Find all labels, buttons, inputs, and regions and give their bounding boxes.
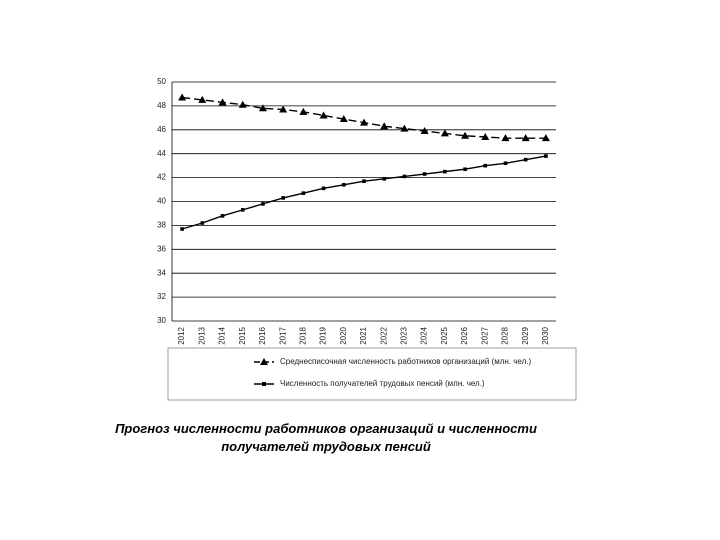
marker — [544, 154, 548, 158]
legend-marker — [262, 382, 266, 386]
x-tick-label: 2019 — [319, 326, 328, 344]
x-tick-label: 2023 — [400, 326, 409, 344]
x-tick-label: 2030 — [541, 326, 550, 344]
series-line — [181, 155, 547, 230]
marker — [483, 163, 488, 168]
x-tick-label: 2024 — [420, 326, 429, 344]
x-tick-label: 2012 — [177, 326, 186, 344]
marker — [220, 214, 225, 218]
marker — [461, 131, 470, 139]
marker — [200, 221, 205, 225]
legend-label: Численность получателей трудовых пенсий … — [280, 379, 485, 388]
x-tick-label: 2026 — [460, 326, 469, 344]
marker — [541, 134, 550, 142]
x-tick-label: 2020 — [339, 326, 348, 344]
y-tick-label: 38 — [157, 221, 166, 230]
marker — [180, 227, 184, 231]
marker — [360, 118, 368, 126]
marker — [261, 202, 265, 206]
x-tick-label: 2018 — [298, 326, 307, 344]
x-tick-label: 2016 — [258, 326, 267, 344]
marker — [503, 161, 508, 166]
marker — [240, 208, 245, 212]
legend-box — [167, 347, 577, 401]
caption: Прогноз численности работников организац… — [115, 421, 537, 454]
series-line — [182, 96, 546, 139]
marker — [238, 100, 247, 108]
legend-label: Среднесписочная численность работников о… — [280, 357, 531, 366]
marker — [258, 104, 267, 112]
marker — [523, 157, 528, 162]
x-tick-label: 2015 — [238, 326, 247, 344]
marker — [321, 186, 326, 191]
y-tick-label: 50 — [157, 77, 166, 86]
x-tick-label: 2022 — [379, 326, 388, 344]
marker — [422, 172, 427, 176]
marker — [443, 169, 447, 174]
x-tick-label: 2021 — [359, 326, 368, 344]
y-tick-label: 36 — [157, 244, 166, 253]
marker — [481, 132, 490, 140]
marker — [362, 179, 366, 183]
x-tick-label: 2013 — [197, 326, 206, 344]
marker — [299, 107, 308, 115]
marker — [279, 105, 288, 113]
y-tick-label: 30 — [157, 316, 166, 325]
marker — [501, 134, 510, 142]
y-tick-label: 34 — [157, 268, 166, 277]
x-tick-label: 2027 — [480, 326, 489, 344]
marker — [400, 124, 409, 132]
x-tick-label: 2029 — [521, 326, 530, 344]
marker — [339, 115, 348, 123]
x-tick-label: 2017 — [278, 326, 287, 344]
marker — [463, 167, 467, 172]
x-tick-label: 2025 — [440, 326, 449, 344]
marker — [341, 182, 346, 187]
y-tick-label: 42 — [157, 173, 166, 182]
marker — [521, 134, 530, 142]
y-tick-label: 48 — [157, 101, 166, 110]
marker — [382, 176, 387, 181]
y-tick-label: 40 — [157, 197, 166, 206]
marker — [440, 129, 449, 137]
marker — [319, 111, 328, 119]
marker — [218, 98, 227, 106]
marker — [420, 126, 429, 134]
x-tick-label: 2014 — [218, 326, 227, 344]
y-tick-label: 44 — [157, 149, 166, 158]
y-tick-label: 32 — [157, 292, 166, 301]
marker — [198, 95, 207, 103]
legend-marker — [260, 358, 268, 365]
marker — [301, 191, 306, 195]
marker — [178, 93, 187, 101]
marker — [402, 174, 407, 179]
x-tick-label: 2028 — [501, 326, 510, 344]
y-tick-label: 46 — [157, 125, 166, 134]
marker — [281, 196, 285, 200]
marker — [380, 122, 389, 130]
